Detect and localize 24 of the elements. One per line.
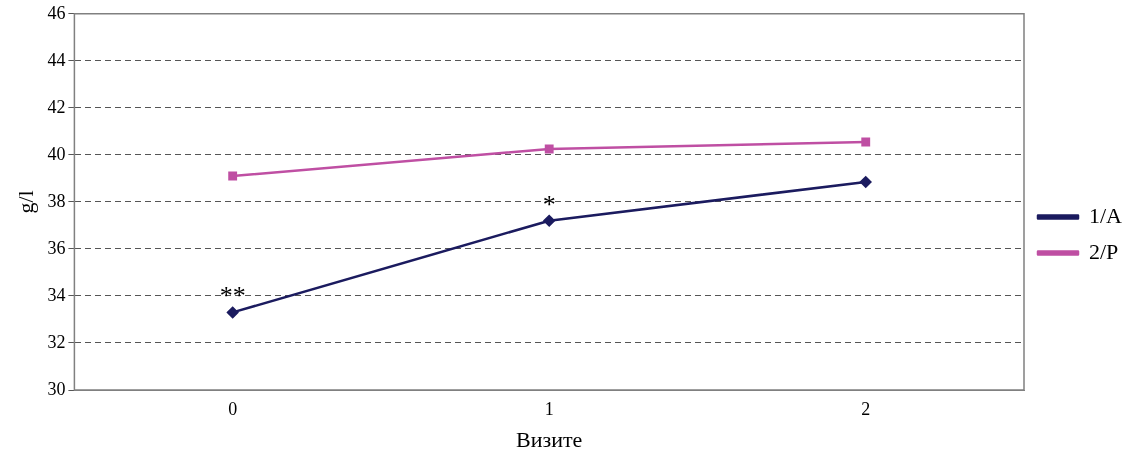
y-tick-label: 32 [47, 331, 66, 352]
point [859, 176, 872, 188]
legend-label: 2/P [1089, 238, 1119, 264]
x-axis-title: Визите [516, 426, 583, 452]
y-tick-label: 34 [47, 284, 66, 305]
y-tick-label: 42 [47, 96, 66, 117]
point [861, 137, 871, 147]
point [543, 214, 555, 227]
y-tick-label: 38 [47, 190, 66, 211]
y-tick-label: 40 [47, 143, 66, 164]
point [544, 144, 554, 154]
x-tick-label: 1 [544, 398, 554, 419]
y-tick-label: 44 [47, 49, 66, 70]
annotation: * [542, 189, 556, 219]
x-tick-label: 2 [861, 398, 871, 419]
y-tick-label: 46 [47, 2, 66, 23]
y-tick-label: 36 [47, 237, 66, 258]
y-axis-title: g/l [12, 190, 38, 214]
y-tick-label: 30 [47, 378, 66, 399]
point [226, 306, 239, 319]
legend-label: 1/A [1089, 202, 1123, 228]
point [228, 171, 238, 181]
x-tick-label: 0 [228, 398, 238, 419]
annotation: ** [219, 281, 246, 311]
